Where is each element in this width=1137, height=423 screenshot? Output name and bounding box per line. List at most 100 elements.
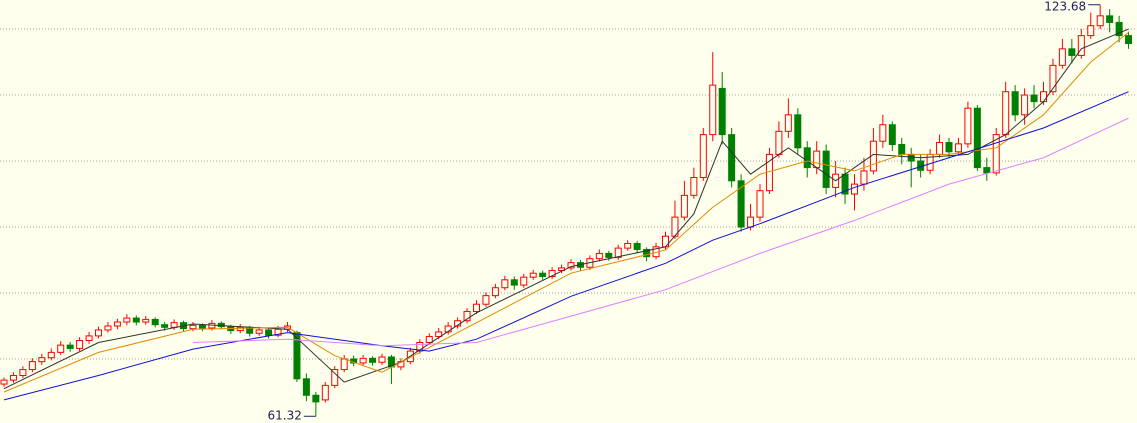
candle-body xyxy=(737,180,745,228)
candle-body xyxy=(614,247,622,258)
candle-body xyxy=(822,150,830,188)
candle-body xyxy=(312,394,320,403)
candle-body xyxy=(680,194,688,218)
candle-body xyxy=(501,279,509,289)
candle-body xyxy=(1021,94,1029,116)
candle-body xyxy=(775,130,783,155)
candle-body xyxy=(265,329,273,336)
candle-body xyxy=(416,341,424,352)
candle-body xyxy=(142,318,150,323)
candle-body xyxy=(992,134,1000,174)
candle-body xyxy=(491,287,499,297)
candle-body xyxy=(699,134,707,179)
candle-body xyxy=(973,107,981,169)
candle-body xyxy=(936,142,944,155)
candle-body xyxy=(747,216,755,228)
moving-average xyxy=(3,28,1129,390)
candle-body xyxy=(482,295,490,305)
candle-body xyxy=(756,190,764,218)
candle-body xyxy=(1077,35,1085,56)
candle-body xyxy=(198,324,206,329)
candle-body xyxy=(643,248,651,258)
candle-body xyxy=(529,272,537,278)
candle-body xyxy=(435,331,443,338)
candle-body xyxy=(57,344,65,353)
candle-body xyxy=(1068,48,1076,56)
candle-body xyxy=(860,170,868,185)
candle-body xyxy=(1030,94,1038,103)
candle-body xyxy=(690,177,698,196)
candle-body xyxy=(255,329,263,334)
candle-body xyxy=(803,147,811,169)
candle-body xyxy=(548,270,556,278)
candle-body xyxy=(189,324,197,330)
candle-body xyxy=(1058,48,1066,66)
candle-body xyxy=(132,317,140,323)
candle-body xyxy=(1011,91,1019,116)
candle-body xyxy=(170,322,178,328)
candle-body xyxy=(95,329,102,337)
candle-body xyxy=(28,361,36,371)
low-label: 61.32 xyxy=(267,409,301,423)
candle-body xyxy=(728,134,736,182)
candle-body xyxy=(236,326,244,332)
candle-body xyxy=(104,325,112,331)
candle-body xyxy=(0,379,8,385)
candle-body xyxy=(624,243,632,249)
moving-average xyxy=(192,117,1129,347)
candle-body xyxy=(964,107,972,145)
candle-body xyxy=(274,328,282,336)
candle-body xyxy=(1125,35,1133,45)
candle-body xyxy=(633,243,641,250)
candle-body xyxy=(19,369,27,376)
candle-body xyxy=(1040,91,1047,103)
candle-body xyxy=(47,351,55,359)
candle-body xyxy=(813,150,821,169)
candle-body xyxy=(38,357,46,363)
candle-body xyxy=(1106,15,1114,23)
candle-body xyxy=(1049,64,1057,93)
candle-body xyxy=(510,279,518,286)
high-label: 123.68 xyxy=(1044,0,1086,14)
candle-body xyxy=(340,358,348,371)
candle-body xyxy=(463,310,471,322)
moving-average xyxy=(3,31,1129,393)
candle-body xyxy=(331,369,339,386)
candle-body xyxy=(302,378,310,396)
candle-body xyxy=(888,124,896,146)
candle-body xyxy=(851,183,858,195)
candle-body xyxy=(1002,91,1010,136)
candle-body xyxy=(76,340,84,349)
candle-body xyxy=(945,142,953,153)
candle-body xyxy=(1096,15,1104,27)
candle-body xyxy=(123,317,131,323)
candle-body xyxy=(605,252,613,258)
candle-body xyxy=(151,318,159,326)
candle-body xyxy=(9,374,17,381)
candle-body xyxy=(662,235,669,248)
candle-body xyxy=(369,357,377,363)
candle-body xyxy=(709,84,717,136)
candle-body xyxy=(66,344,74,349)
candle-body xyxy=(520,276,528,286)
candle-body xyxy=(321,384,329,401)
candle-body xyxy=(473,303,480,312)
candle-body xyxy=(161,324,169,328)
candle-body xyxy=(794,114,802,149)
candle-body xyxy=(113,321,121,327)
candle-body xyxy=(983,167,991,174)
candle-body xyxy=(879,124,887,142)
candle-body xyxy=(359,357,367,364)
candle-body xyxy=(1115,21,1123,37)
candle-body xyxy=(539,272,547,278)
candle-body xyxy=(85,335,93,342)
moving-average xyxy=(3,91,1129,401)
candle-body xyxy=(567,262,575,269)
candle-body xyxy=(898,144,906,155)
candle-body xyxy=(784,114,792,132)
candle-body xyxy=(1087,25,1095,37)
candle-body xyxy=(595,252,603,260)
candle-body xyxy=(907,153,915,162)
